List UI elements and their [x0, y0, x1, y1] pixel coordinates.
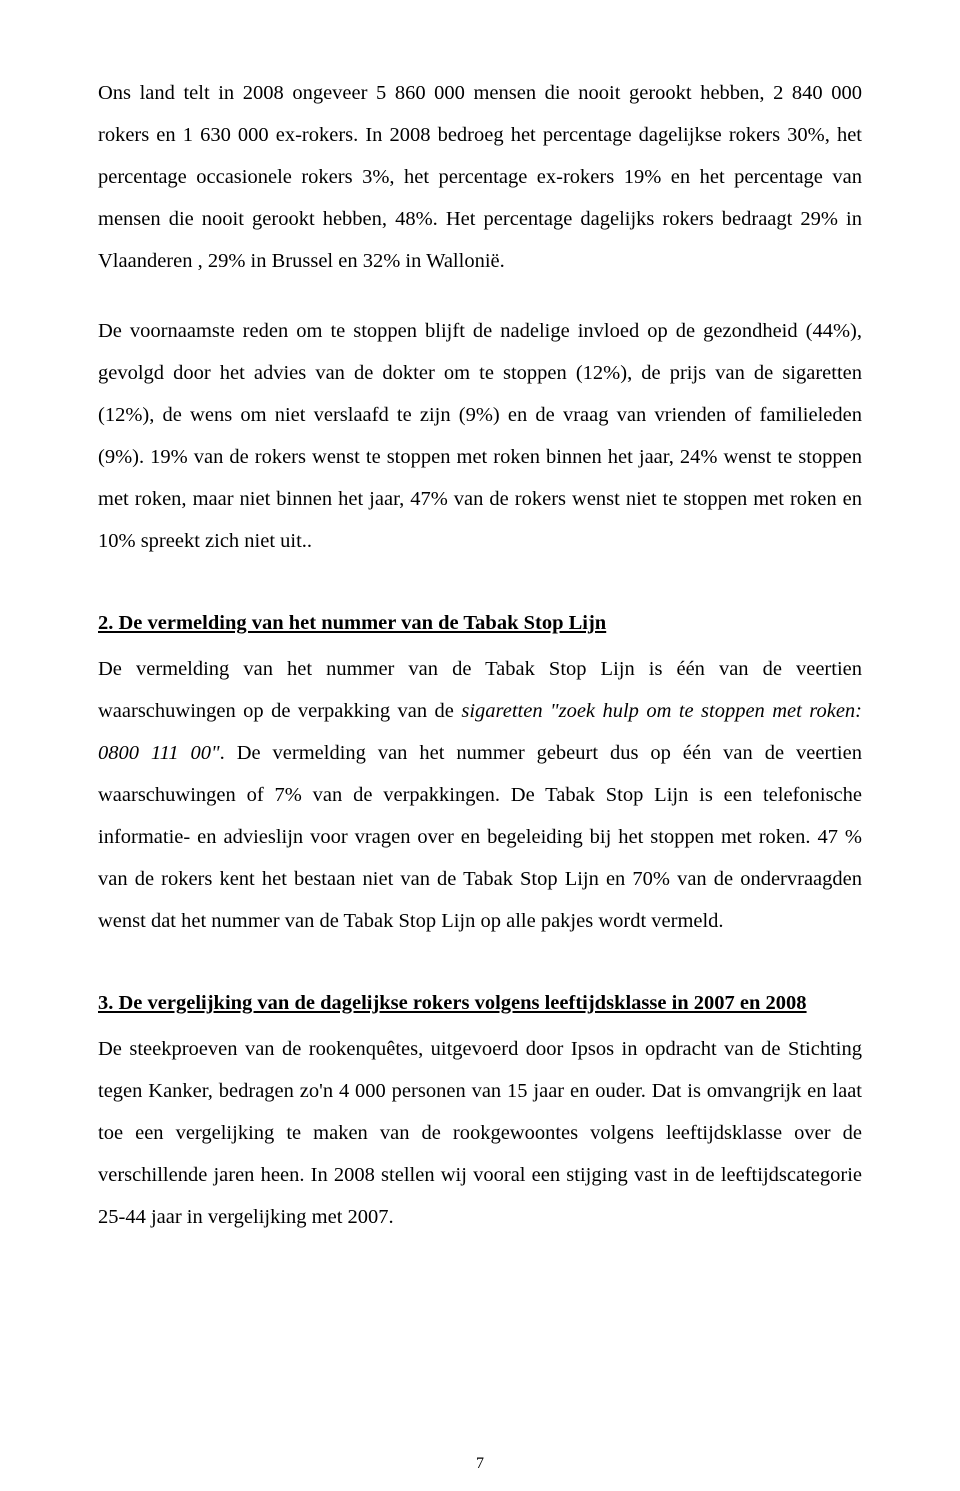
- section-2-heading: 2. De vermelding van het nummer van de T…: [98, 602, 862, 644]
- section-3: 3. De vergelijking van de dagelijkse rok…: [98, 982, 862, 1238]
- section-3-body: De steekproeven van de rookenquêtes, uit…: [98, 1028, 862, 1238]
- document-page: Ons land telt in 2008 ongeveer 5 860 000…: [0, 0, 960, 1491]
- section-3-heading: 3. De vergelijking van de dagelijkse rok…: [98, 982, 862, 1024]
- section-2: 2. De vermelding van het nummer van de T…: [98, 602, 862, 942]
- section-2-body: De vermelding van het nummer van de Taba…: [98, 648, 862, 942]
- intro-paragraph-1: Ons land telt in 2008 ongeveer 5 860 000…: [98, 72, 862, 282]
- page-number: 7: [0, 1455, 960, 1473]
- intro-paragraph-2: De voornaamste reden om te stoppen blijf…: [98, 310, 862, 562]
- section-2-body-post: . De vermelding van het nummer gebeurt d…: [98, 742, 862, 932]
